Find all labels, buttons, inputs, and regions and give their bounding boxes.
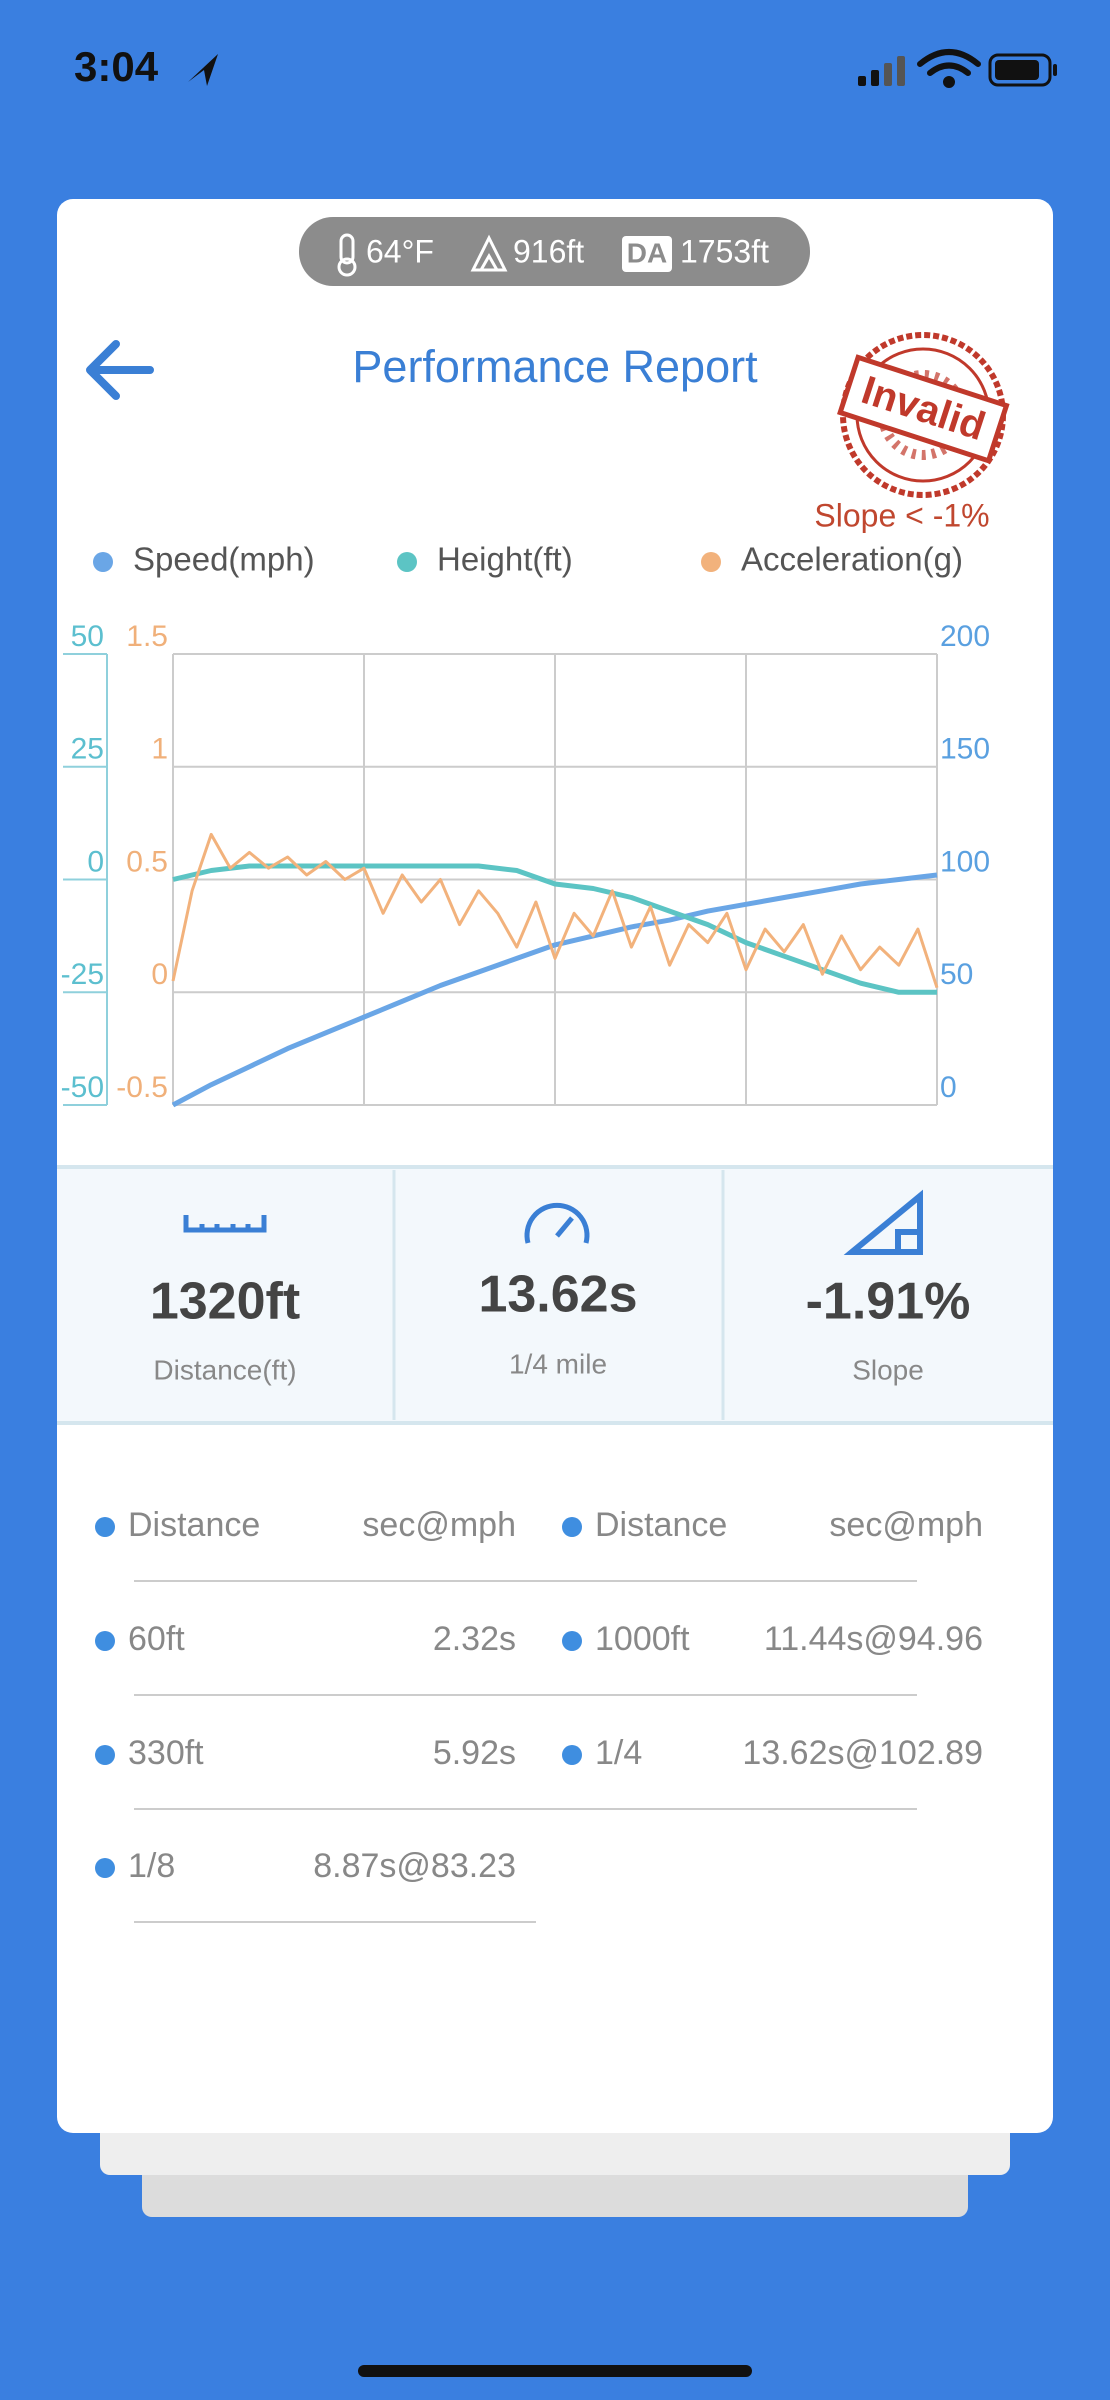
- legend-label: Acceleration(g): [741, 541, 963, 578]
- legend-label: Height(ft): [437, 541, 573, 578]
- mountain-icon: [470, 234, 508, 272]
- ruler-icon: [183, 1215, 267, 1233]
- altitude: 916ft: [513, 233, 584, 269]
- row-dot: [562, 1517, 582, 1537]
- row-dot: [562, 1745, 582, 1765]
- cell-distance: Distance: [128, 1506, 260, 1544]
- cell-time: 8.87s@83.23: [313, 1847, 516, 1885]
- cell-distance: 330ft: [128, 1734, 204, 1772]
- cell-distance: 1/4: [595, 1734, 642, 1772]
- stat-value: 1320ft: [150, 1273, 300, 1331]
- series-line: [171, 872, 938, 1108]
- y-tick-label: 50: [71, 620, 104, 653]
- cell-distance: 1000ft: [595, 1620, 690, 1658]
- series-line: [172, 863, 937, 995]
- y3-tick-label: 0.5: [126, 845, 168, 878]
- cell-time: 5.92s: [433, 1734, 516, 1772]
- y3-tick-label: 1.5: [126, 620, 168, 653]
- row-dot: [95, 1858, 115, 1878]
- page-title: Performance Report: [352, 341, 758, 392]
- cell-time: 11.44s@94.96: [764, 1620, 983, 1658]
- stat-label: Distance(ft): [153, 1354, 296, 1385]
- y3-tick-label: -0.5: [116, 1071, 168, 1104]
- density-altitude: 1753ft: [680, 233, 769, 269]
- cell-distance: 60ft: [128, 1620, 185, 1658]
- row-dot: [95, 1631, 115, 1651]
- legend-dot: [397, 552, 417, 572]
- legend-dot: [701, 552, 721, 572]
- cell-time: sec@mph: [362, 1506, 516, 1544]
- stat-value: -1.91%: [806, 1273, 971, 1331]
- stat-label: 1/4 mile: [509, 1348, 607, 1379]
- y2-tick-label: 50: [940, 958, 973, 991]
- y2-tick-label: 0: [940, 1071, 957, 1104]
- stats-strip: [57, 1167, 1053, 1423]
- status-time: 3:04: [74, 43, 159, 90]
- cell-time: 2.32s: [433, 1620, 516, 1658]
- y-tick-label: 25: [71, 733, 104, 766]
- slope-icon: [843, 1189, 923, 1255]
- cell-distance: 1/8: [128, 1847, 175, 1885]
- stat-label: Slope: [852, 1354, 924, 1385]
- thermometer-icon: [337, 233, 357, 277]
- da-label: DA: [627, 237, 667, 268]
- y3-tick-label: 0: [151, 958, 168, 991]
- legend-label: Speed(mph): [133, 541, 315, 578]
- y3-tick-label: 1: [151, 733, 168, 766]
- da-box: [622, 236, 672, 272]
- conditions-pill: [299, 217, 810, 286]
- y-tick-label: -50: [61, 1071, 104, 1104]
- back-button[interactable]: [86, 340, 154, 400]
- signal-icon: [858, 56, 905, 86]
- y2-tick-label: 200: [940, 620, 990, 653]
- home-indicator: [358, 2365, 752, 2377]
- row-dot: [95, 1745, 115, 1765]
- row-dot: [562, 1631, 582, 1651]
- legend-dot: [93, 552, 113, 572]
- location-icon: [188, 54, 218, 86]
- stat-value: 13.62s: [478, 1266, 637, 1324]
- wifi-icon: [917, 49, 981, 88]
- cell-time: sec@mph: [829, 1506, 983, 1544]
- row-dot: [95, 1517, 115, 1537]
- slope-note: Slope < -1%: [814, 497, 989, 533]
- cell-distance: Distance: [595, 1506, 727, 1544]
- y-tick-label: 0: [87, 845, 104, 878]
- battery-icon: [988, 53, 1057, 87]
- y-tick-label: -25: [61, 958, 104, 991]
- y2-tick-label: 100: [940, 845, 990, 878]
- temperature: 64°F: [366, 233, 434, 269]
- card-stack-middle: [100, 2120, 1010, 2175]
- y2-tick-label: 150: [940, 733, 990, 766]
- series-line: [171, 832, 939, 989]
- cell-time: 13.62s@102.89: [742, 1734, 983, 1772]
- speedometer-icon: [524, 1202, 590, 1244]
